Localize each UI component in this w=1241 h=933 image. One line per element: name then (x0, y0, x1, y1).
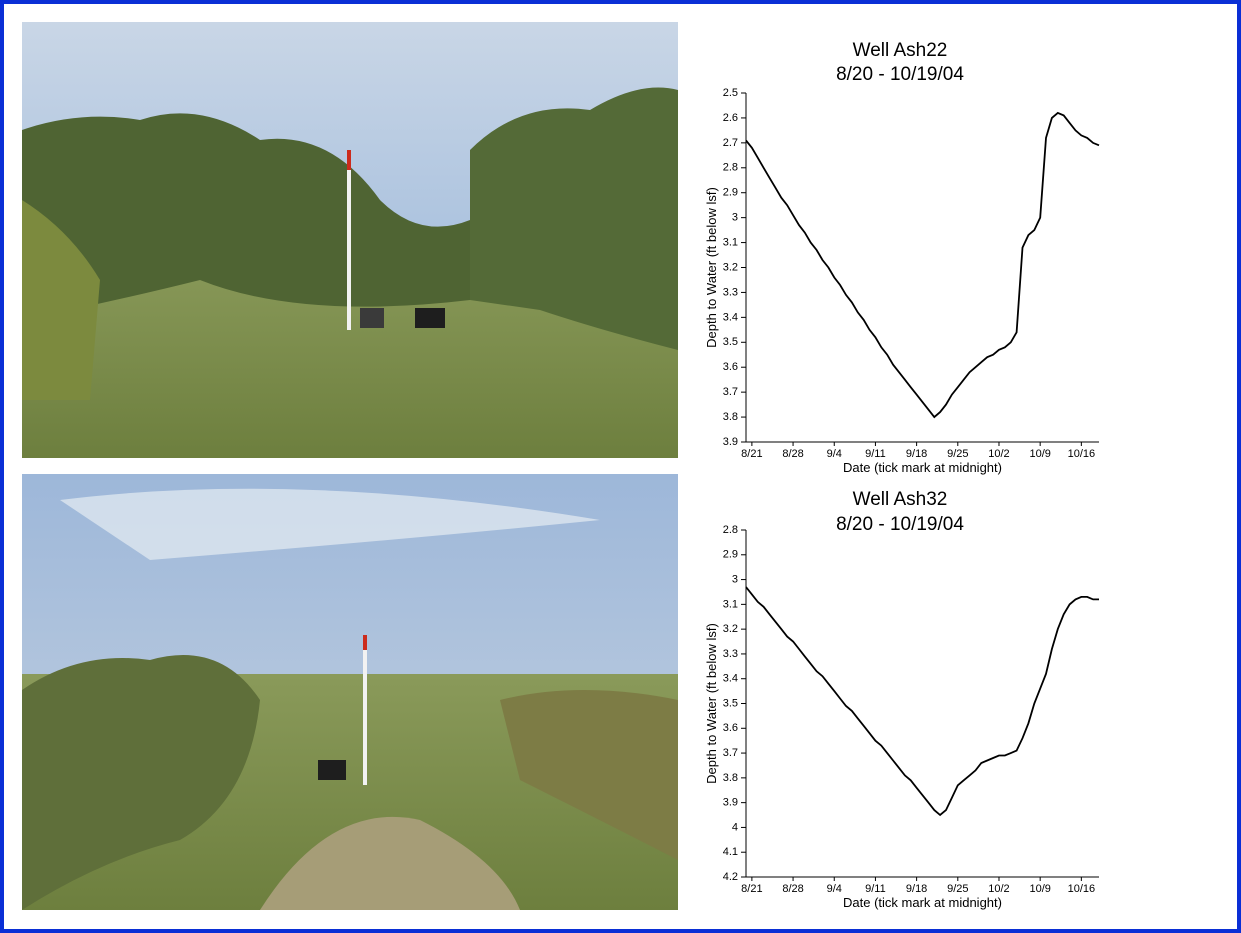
x-tick-label: 8/21 (741, 448, 762, 460)
x-tick-label: 8/28 (782, 448, 803, 460)
x-tick-label: 9/25 (947, 883, 968, 895)
chart-subtitle: 8/20 - 10/19/04 (836, 64, 964, 85)
y-tick-label: 3.1 (723, 598, 738, 610)
x-tick-label: 10/9 (1029, 883, 1050, 895)
photo-bottom (22, 474, 678, 910)
y-tick-label: 3.8 (723, 411, 738, 423)
y-tick-label: 3.9 (723, 797, 738, 809)
x-tick-label: 9/18 (906, 883, 927, 895)
y-tick-label: 2.9 (723, 187, 738, 199)
y-tick-label: 3.5 (723, 336, 738, 348)
y-tick-label: 3.6 (723, 722, 738, 734)
y-tick-label: 3.8 (723, 772, 738, 784)
y-tick-label: 4.2 (723, 871, 738, 883)
y-tick-label: 2.8 (723, 524, 738, 536)
x-tick-label: 9/18 (906, 448, 927, 460)
y-tick-label: 3.2 (723, 261, 738, 273)
y-tick-label: 2.6 (723, 112, 738, 124)
x-tick-label: 10/2 (988, 448, 1009, 460)
y-tick-label: 3.4 (723, 673, 738, 685)
y-tick-label: 3.4 (723, 311, 738, 323)
y-tick-label: 3 (732, 573, 738, 585)
y-tick-label: 4 (732, 821, 738, 833)
data-line (745, 111, 1100, 419)
y-tick-label: 3.7 (723, 386, 738, 398)
x-tick-label: 10/9 (1029, 448, 1050, 460)
x-tick-label: 10/2 (988, 883, 1009, 895)
y-tick-label: 3.6 (723, 361, 738, 373)
y-tick-label: 4.1 (723, 846, 738, 858)
chart-title: Well Ash32 (853, 489, 948, 510)
x-tick-label: 9/11 (865, 448, 886, 460)
y-tick-label: 3.3 (723, 286, 738, 298)
x-tick-label: 8/21 (741, 883, 762, 895)
y-tick-label: 3.3 (723, 648, 738, 660)
y-tick-label: 2.7 (723, 137, 738, 149)
x-axis-label: Date (tick mark at midnight) (843, 895, 1002, 910)
y-tick-label: 3.9 (723, 436, 738, 448)
y-tick-label: 2.9 (723, 549, 738, 561)
y-tick-label: 3 (732, 212, 738, 224)
x-tick-label: 10/16 (1068, 448, 1096, 460)
y-tick-label: 3.1 (723, 236, 738, 248)
data-line (745, 586, 1099, 817)
y-tick-label: 3.7 (723, 747, 738, 759)
photo-top (22, 22, 678, 460)
x-tick-label: 9/4 (827, 448, 842, 460)
y-tick-label: 2.5 (723, 87, 738, 99)
x-tick-label: 10/16 (1068, 883, 1096, 895)
y-axis-label: Depth to Water (ft below lsf) (704, 187, 719, 348)
y-axis-label: Depth to Water (ft below lsf) (704, 623, 719, 784)
y-tick-label: 2.8 (723, 162, 738, 174)
chart-title: Well Ash22 (853, 40, 948, 61)
x-tick-label: 8/28 (782, 883, 803, 895)
x-tick-label: 9/25 (947, 448, 968, 460)
y-tick-label: 3.2 (723, 623, 738, 635)
x-tick-label: 9/11 (865, 883, 886, 895)
x-tick-label: 9/4 (827, 883, 842, 895)
y-tick-label: 3.5 (723, 697, 738, 709)
x-axis-label: Date (tick mark at midnight) (843, 460, 1002, 475)
chart-subtitle: 8/20 - 10/19/04 (836, 514, 964, 535)
